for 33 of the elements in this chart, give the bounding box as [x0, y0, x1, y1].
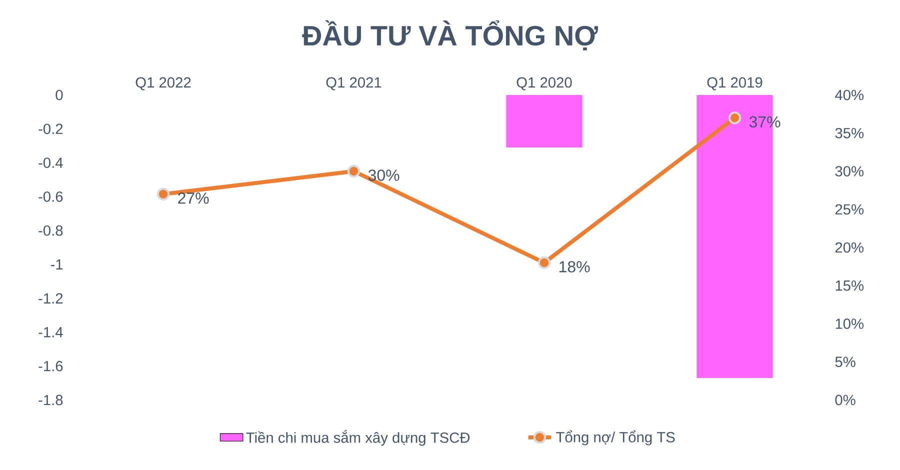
y2-tick-label: 15% [836, 280, 864, 291]
y2-tick-label: 25% [835, 204, 864, 215]
y2-tick-label: 5% [835, 356, 856, 368]
y2-tick-label: 0% [835, 394, 856, 406]
y-tick-label: 0 [56, 90, 63, 100]
x-tick-label: Q1 2022 [136, 77, 191, 90]
y-tick-label: -1 [50, 259, 63, 270]
y-tick-label: -0.4 [38, 158, 63, 168]
x-tick-label: Q1 2019 [707, 77, 762, 90]
y-tick-label: -0.8 [38, 225, 63, 236]
x-tick-label: Q1 2021 [326, 77, 382, 90]
y2-tick-label: 20% [835, 242, 864, 253]
y-tick-label: -0.2 [38, 124, 63, 134]
y-tick-label: -1.6 [38, 360, 63, 372]
chart-title: ĐẦU TƯ VÀ TỔNG NỢ [302, 20, 598, 50]
data-label: 18% [560, 261, 590, 272]
x-tick-label: Q1 2020 [516, 77, 572, 90]
point [156, 188, 170, 200]
data-label: 27% [178, 192, 209, 204]
y2-tick-label: 35% [835, 128, 864, 138]
y2-tick-label: 10% [836, 318, 864, 329]
y-tick-label: -1.8 [38, 394, 63, 406]
point [728, 112, 742, 124]
y-tick-label: -0.6 [38, 191, 63, 202]
y-tick-label: -1.2 [38, 293, 63, 304]
y2-tick-label: 40% [835, 90, 864, 100]
legend-label: Tổng nợ/ Tổng TS [556, 430, 675, 446]
data-label: 30% [368, 170, 400, 181]
legend-label: Tiền chi mua sắm xây dựng TSCĐ [246, 430, 470, 446]
y-tick-label: -1.4 [38, 327, 63, 338]
point [347, 164, 360, 178]
point [538, 256, 551, 270]
y2-tick-label: 30% [835, 166, 864, 176]
